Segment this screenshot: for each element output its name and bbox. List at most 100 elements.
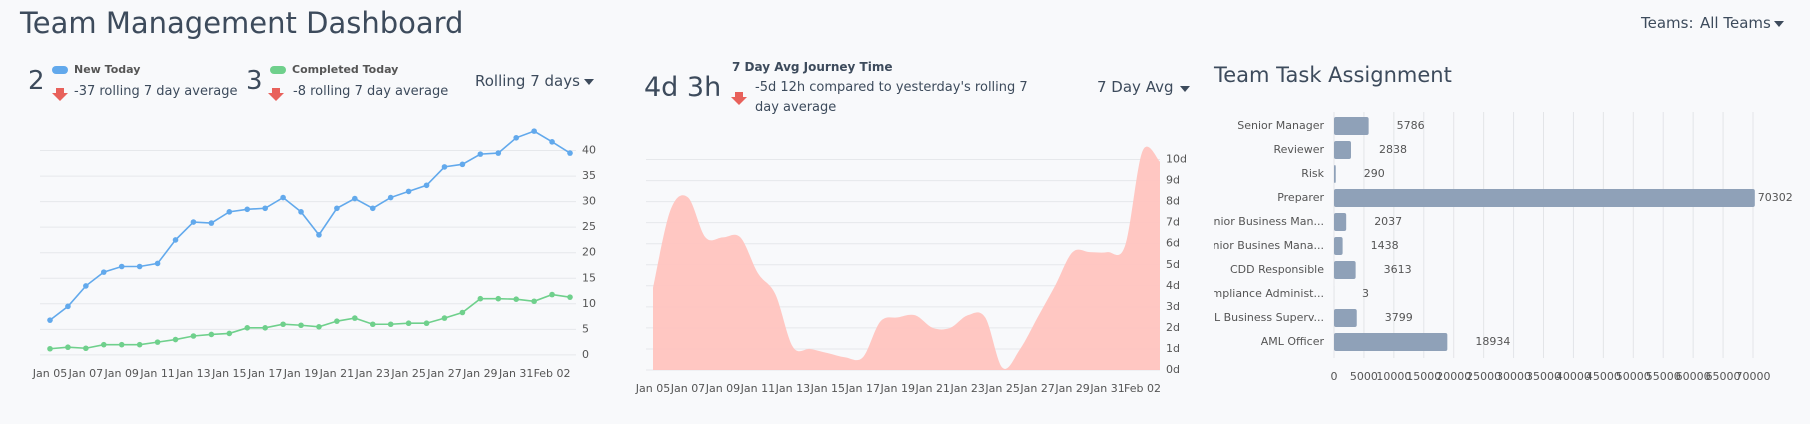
point [531, 298, 537, 305]
x-tick-label: Jan 05 [635, 382, 670, 395]
x-tick-label: Jan 27 [426, 367, 461, 380]
point [477, 151, 484, 157]
category-label: Preparer [1277, 191, 1324, 204]
y-tick-label: 9d [1166, 174, 1180, 187]
x-tick-label: Jan 13 [775, 382, 810, 395]
point [334, 205, 340, 212]
legend-label: Completed Today [292, 63, 398, 76]
point [262, 325, 268, 331]
point [262, 205, 268, 212]
category-label: Reviewer [1273, 143, 1324, 156]
value-label: 3 [1362, 287, 1369, 300]
point [405, 188, 412, 195]
category-label: Senior Business Man... [1200, 215, 1324, 228]
x-tick-label: Jan 13 [175, 367, 210, 380]
dropdown-caret[interactable] [1774, 21, 1784, 27]
x-tick-label: Jan 09 [705, 382, 740, 395]
teams-select[interactable]: All Teams [1700, 14, 1771, 32]
category-label: Senior Manager [1237, 119, 1324, 132]
kpi-value: 4d 3h [644, 72, 722, 103]
x-tick-label: Jan 25 [390, 367, 425, 380]
x-tick-label: 65000 [1706, 370, 1741, 383]
point [226, 330, 233, 337]
x-tick-label: Jan 23 [355, 367, 390, 380]
series-line [49, 293, 571, 350]
dropdown-caret[interactable] [1180, 86, 1190, 92]
y-tick-label: 2d [1166, 321, 1180, 334]
x-tick-label: Jan 15 [211, 367, 246, 380]
point [83, 345, 89, 352]
y-tick-label: 0d [1166, 363, 1180, 376]
y-tick-label: 1d [1166, 342, 1180, 355]
y-tick-label: 8d [1166, 195, 1180, 208]
value-label: 3613 [1384, 263, 1412, 276]
period-select[interactable]: 7 Day Avg [1097, 78, 1174, 96]
chart-title: Team Task Assignment [1214, 63, 1452, 87]
point [280, 194, 286, 201]
kpi-change: -8 rolling 7 day average [293, 84, 449, 99]
value-label: 3799 [1385, 311, 1413, 324]
x-tick-label: Jan 31 [1089, 382, 1124, 395]
page-title: Team Management Dashboard [20, 6, 464, 40]
point [172, 336, 179, 343]
point [65, 303, 71, 310]
x-tick-label: 25000 [1466, 370, 1501, 383]
point [352, 195, 358, 202]
x-tick-label: Jan 29 [1054, 382, 1089, 395]
y-tick-label: 5d [1166, 258, 1180, 271]
point [513, 296, 520, 303]
down-arrow [268, 88, 284, 101]
period-select[interactable]: Rolling 7 days [475, 72, 580, 90]
point [316, 323, 322, 330]
teams-label: Teams: [1641, 14, 1694, 32]
value-label: 18934 [1475, 335, 1510, 348]
point [441, 315, 448, 321]
x-tick-label: Jan 15 [810, 382, 845, 395]
y-tick-label: 30 [582, 195, 596, 208]
y-tick-label: 25 [582, 220, 596, 233]
x-tick-label: Jan 21 [914, 382, 949, 395]
x-tick-label: Jan 17 [845, 382, 880, 395]
point [567, 294, 573, 300]
x-tick-label: Jan 21 [319, 367, 354, 380]
value-label: 290 [1364, 167, 1385, 180]
x-tick-label: 20000 [1436, 370, 1471, 383]
y-tick-label: 4d [1166, 279, 1180, 292]
y-tick-label: 7d [1166, 216, 1180, 229]
down-arrow [52, 88, 68, 101]
x-tick-label: Jan 09 [103, 367, 138, 380]
point [118, 263, 125, 270]
point [423, 182, 430, 189]
point [136, 263, 143, 270]
bar [1334, 333, 1448, 351]
point [208, 331, 215, 338]
point [118, 341, 125, 348]
category-label: Senior Busines Mana... [1199, 239, 1324, 252]
category-label: AML Business Superv... [1197, 311, 1324, 324]
x-tick-label: 40000 [1556, 370, 1591, 383]
x-tick-label: Jan 25 [984, 382, 1019, 395]
x-tick-label: Jan 07 [68, 367, 103, 380]
point [298, 322, 304, 329]
kpi-value: 2 [28, 66, 45, 96]
point [531, 128, 537, 134]
x-tick-label: 60000 [1676, 370, 1711, 383]
point [549, 291, 555, 298]
point [441, 164, 448, 170]
x-tick-label: Jan 31 [498, 367, 533, 380]
y-tick-label: 35 [582, 169, 596, 182]
value-label: 70302 [1758, 191, 1793, 204]
x-tick-label: 30000 [1496, 370, 1531, 383]
y-tick-label: 6d [1166, 237, 1180, 250]
x-tick-label: Jan 11 [139, 367, 174, 380]
point [477, 295, 484, 302]
y-tick-label: 10 [582, 297, 596, 310]
value-label: 2037 [1374, 215, 1402, 228]
x-tick-label: Feb 02 [534, 367, 571, 380]
value-label: 1438 [1371, 239, 1399, 252]
dropdown-caret[interactable] [584, 79, 594, 85]
kpi-change: -5d 12h compared to yesterday's rolling … [755, 80, 1028, 115]
point [334, 318, 340, 324]
point [405, 320, 412, 327]
